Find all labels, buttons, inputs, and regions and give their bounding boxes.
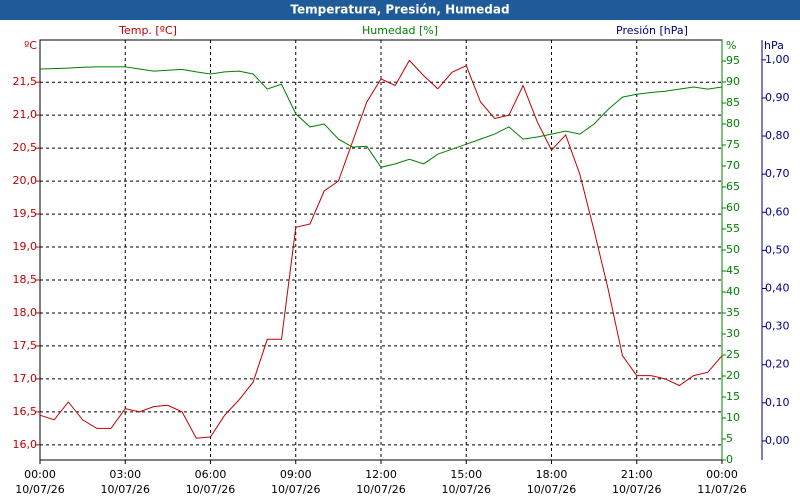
y-tick-label: 21,5: [13, 75, 38, 88]
y3-tick-label: 1,00: [765, 53, 790, 66]
legend-entry: Presión [hPa]: [616, 24, 688, 37]
y2-tick-label: 80: [726, 117, 740, 130]
legend-entry: Humedad [%]: [362, 24, 438, 37]
y3-tick-label: 0,80: [765, 129, 790, 142]
y3-tick-label: 0,10: [765, 396, 790, 409]
x-tick-label: 06:00: [195, 468, 227, 481]
x-tick-label: 09:00: [280, 468, 312, 481]
series-line: [39, 59, 723, 439]
y2-tick-label: 75: [726, 138, 740, 151]
x-tick-label: 12:00: [365, 468, 397, 481]
y-tick-label: 19,5: [13, 207, 38, 220]
y3-unit: hPa: [764, 39, 784, 52]
x-tick-date: 10/07/26: [356, 483, 405, 496]
y3-tick-label: 0,40: [765, 281, 790, 294]
x-tick-date: 10/07/26: [612, 483, 661, 496]
x-tick-date: 10/07/26: [442, 483, 491, 496]
y-tick-label: 17,0: [13, 372, 38, 385]
x-tick-label: 00:00: [24, 468, 56, 481]
x-tick-date: 10/07/26: [186, 483, 235, 496]
y2-tick-label: 5: [726, 432, 733, 445]
y3-tick-label: 0,90: [765, 91, 790, 104]
y-tick-label: 16,0: [13, 438, 38, 451]
series-line: [39, 66, 723, 168]
y2-tick-label: 70: [726, 159, 740, 172]
y2-tick-label: 90: [726, 75, 740, 88]
y2-tick-label: 40: [726, 285, 740, 298]
x-tick-label: 21:00: [621, 468, 653, 481]
y3-tick-label: 0,50: [765, 243, 790, 256]
y2-tick-label: 45: [726, 264, 740, 277]
y2-tick-label: 10: [726, 411, 740, 424]
y-tick-label: 21,0: [13, 108, 38, 121]
y2-tick-label: 85: [726, 96, 740, 109]
y-tick-label: 17,5: [13, 339, 38, 352]
x-tick-date: 11/07/26: [697, 483, 746, 496]
y2-tick-label: 15: [726, 390, 740, 403]
x-tick-label: 00:00: [706, 468, 738, 481]
y-tick-label: 18,0: [13, 306, 38, 319]
x-tick-date: 10/07/26: [101, 483, 150, 496]
y2-tick-label: 60: [726, 201, 740, 214]
y-tick-label: 20,0: [13, 174, 38, 187]
y2-tick-label: 0: [726, 453, 733, 466]
x-tick-label: 18:00: [536, 468, 568, 481]
x-tick-date: 10/07/26: [271, 483, 320, 496]
x-tick-date: 10/07/26: [527, 483, 576, 496]
y-tick-label: 18,5: [13, 273, 38, 286]
y-tick-label: 16,5: [13, 405, 38, 418]
x-tick-label: 03:00: [109, 468, 141, 481]
y2-tick-label: 30: [726, 327, 740, 340]
y3-tick-label: 0,30: [765, 320, 790, 333]
y2-tick-label: 20: [726, 369, 740, 382]
x-tick-date: 10/07/26: [15, 483, 64, 496]
y-unit: ºC: [24, 39, 37, 52]
y2-tick-label: 35: [726, 306, 740, 319]
y2-tick-label: 50: [726, 243, 740, 256]
title-bar: [0, 0, 800, 20]
y3-tick-label: 0,20: [765, 358, 790, 371]
y2-tick-label: 65: [726, 180, 740, 193]
y3-tick-label: 0,00: [765, 434, 790, 447]
y3-tick-label: 0,70: [765, 167, 790, 180]
y3-tick-label: 0,60: [765, 205, 790, 218]
y-tick-label: 20,5: [13, 141, 38, 154]
y2-tick-label: 95: [726, 54, 740, 67]
y2-tick-label: 25: [726, 348, 740, 361]
y2-unit: %: [726, 39, 736, 52]
legend-entry: Temp. [ºC]: [118, 24, 177, 37]
chart-title: Temperatura, Presión, Humedad: [290, 3, 509, 17]
x-tick-label: 15:00: [450, 468, 482, 481]
y-tick-label: 19,0: [13, 240, 38, 253]
y2-tick-label: 55: [726, 222, 740, 235]
